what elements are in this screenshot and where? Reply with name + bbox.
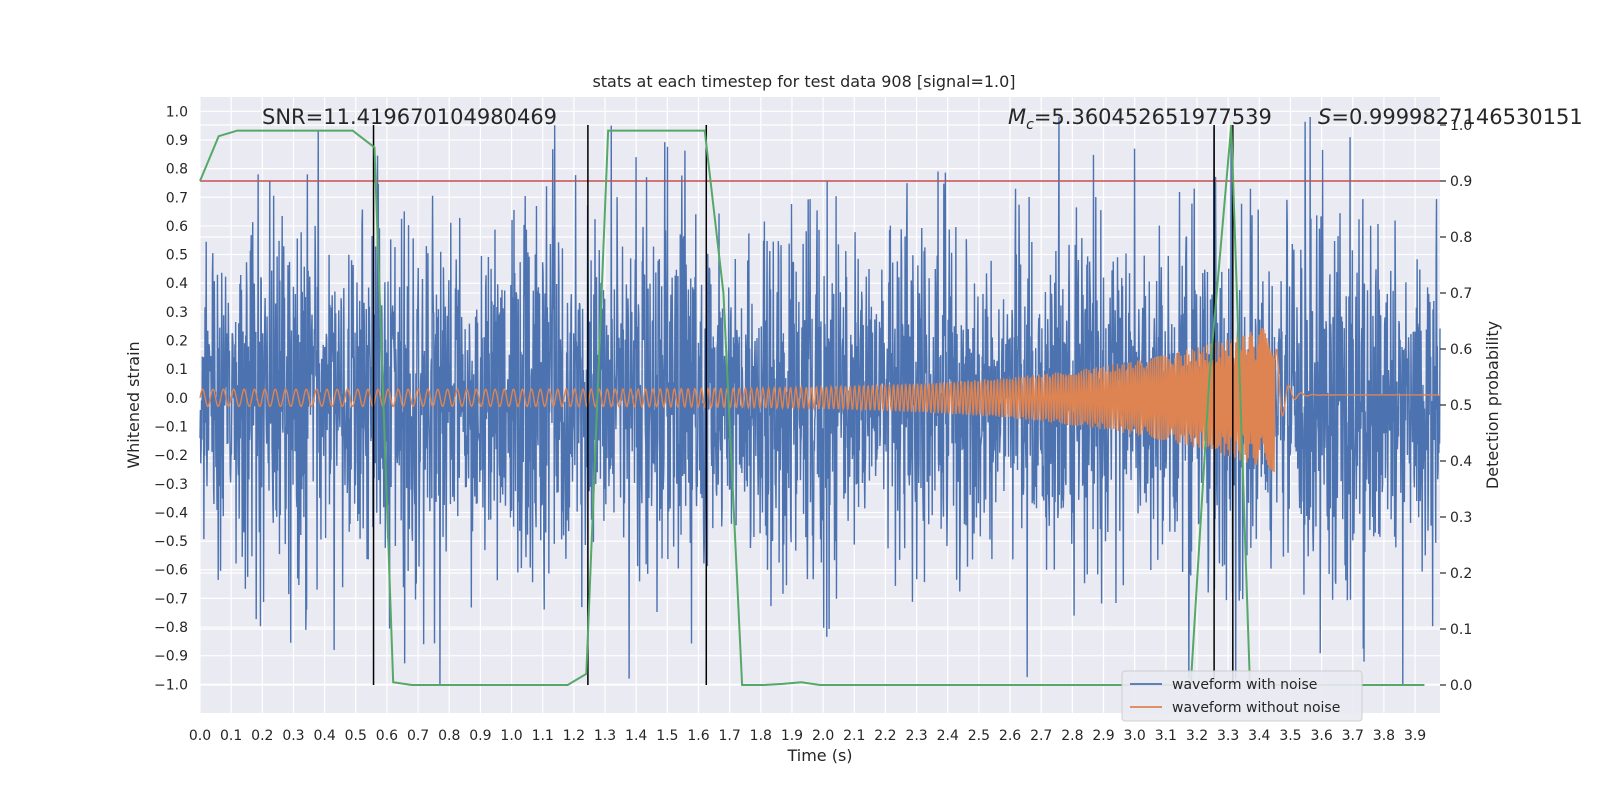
- vertical-markers: [372, 125, 1234, 685]
- x-tick-label: 3.9: [1404, 728, 1426, 744]
- y-tick-label: 0.7: [166, 190, 188, 206]
- chirp-mass-symbol: M: [1008, 105, 1026, 129]
- x-tick-label: 0.7: [407, 728, 429, 744]
- x-tick-label: 1.4: [625, 728, 647, 744]
- y-right-tick-label: 0.3: [1450, 510, 1472, 526]
- y-right-tick-label: 1.0: [1450, 118, 1472, 134]
- probability-line: [199, 124, 1425, 686]
- chirp-mass-subscript: c: [1026, 117, 1034, 133]
- y-right-tick-label: 0.1: [1450, 622, 1472, 638]
- x-tick-label: 1.2: [563, 728, 585, 744]
- legend-label-clean: waveform without noise: [1172, 700, 1340, 716]
- x-tick-label: 2.2: [874, 728, 896, 744]
- x-tick-label: 3.8: [1373, 728, 1395, 744]
- y-tick-label: −0.4: [154, 505, 188, 521]
- x-axis-label: Time (s): [786, 746, 852, 765]
- x-tick-label: 1.8: [750, 728, 772, 744]
- x-tick-label: 2.6: [999, 728, 1021, 744]
- y-right-tick-label: 0.9: [1450, 174, 1472, 190]
- x-tick-label: 2.0: [812, 728, 834, 744]
- y-tick-label: 0.8: [166, 162, 188, 178]
- x-tick-label: 3.6: [1310, 728, 1332, 744]
- y-axis-left-label: Whitened strain: [124, 341, 143, 468]
- legend: waveform with noise waveform without noi…: [1121, 670, 1363, 722]
- score-value: =0.9999827146530151: [1331, 105, 1582, 129]
- y-right-tick-label: 0.0: [1450, 678, 1472, 694]
- legend-label-noise: waveform with noise: [1172, 677, 1317, 693]
- y-tick-label: 0.2: [166, 334, 188, 350]
- x-axis-ticks: 0.0 0.1 0.2 0.3 0.4 0.5 0.6 0.7 0.8 0.9 1.0 1.1 1.2 1…: [189, 728, 1426, 744]
- y-tick-label: 0.4: [166, 276, 188, 292]
- x-tick-label: 3.7: [1342, 728, 1364, 744]
- y-tick-label: 0.6: [166, 219, 188, 235]
- y-right-tick-label: 0.7: [1450, 286, 1472, 302]
- series-detection-probability: [199, 124, 1425, 686]
- score-symbol: S: [1318, 105, 1331, 129]
- snr-annotation: SNR=11.419670104980469: [262, 105, 557, 129]
- y-tick-label: −0.9: [154, 649, 188, 665]
- y-axis-left-ticks: 1.0 0.9 0.8 0.7 0.6 0.5 0.4 0.3 0.2 0.1 0.0 −0.1 −0.…: [154, 104, 188, 693]
- x-tick-label: 1.1: [532, 728, 554, 744]
- x-tick-label: 0.0: [189, 728, 211, 744]
- x-tick-label: 2.1: [843, 728, 865, 744]
- x-tick-label: 2.8: [1061, 728, 1083, 744]
- x-tick-label: 0.5: [345, 728, 367, 744]
- legend-box: [1121, 670, 1363, 722]
- x-tick-label: 3.5: [1279, 728, 1301, 744]
- y-right-tick-label: 0.2: [1450, 566, 1472, 582]
- y-tick-label: −0.2: [154, 448, 188, 464]
- y-tick-label: −0.7: [154, 591, 188, 607]
- y-tick-label: 1.0: [166, 104, 188, 120]
- x-tick-label: 1.9: [781, 728, 803, 744]
- y-right-tick-label: 0.4: [1450, 454, 1472, 470]
- x-tick-label: 2.3: [905, 728, 927, 744]
- x-tick-label: 3.2: [1186, 728, 1208, 744]
- chirp-mass-value: =5.360452651977539: [1034, 105, 1272, 129]
- y-tick-label: 0.0: [166, 391, 188, 407]
- x-tick-label: 2.7: [1030, 728, 1052, 744]
- score-annotation: S=0.9999827146530151: [1318, 105, 1583, 129]
- y-right-tick-label: 0.8: [1450, 230, 1472, 246]
- x-tick-label: 1.3: [594, 728, 616, 744]
- x-tick-label: 3.4: [1248, 728, 1270, 744]
- x-tick-label: 0.2: [251, 728, 273, 744]
- y-axis-right-label: Detection probability: [1483, 321, 1502, 489]
- y-tick-label: −0.8: [154, 620, 188, 636]
- y-axis-right-ticks: 1.0 0.9 0.8 0.7 0.6 0.5 0.4 0.3 0.2 0.1 0.0: [1440, 118, 1472, 694]
- x-tick-label: 0.4: [313, 728, 335, 744]
- x-tick-label: 3.0: [1124, 728, 1146, 744]
- y-tick-label: 0.3: [166, 305, 188, 321]
- y-tick-label: −0.1: [154, 419, 188, 435]
- x-tick-label: 1.6: [687, 728, 709, 744]
- x-tick-label: 0.3: [282, 728, 304, 744]
- x-tick-label: 1.7: [719, 728, 741, 744]
- y-tick-label: 0.9: [166, 133, 188, 149]
- x-tick-label: 0.9: [469, 728, 491, 744]
- y-tick-label: 0.1: [166, 362, 188, 378]
- x-tick-label: 1.5: [656, 728, 678, 744]
- x-tick-label: 0.8: [438, 728, 460, 744]
- x-tick-label: 3.3: [1217, 728, 1239, 744]
- x-tick-label: 2.5: [968, 728, 990, 744]
- chart-title: stats at each timestep for test data 908…: [592, 72, 1015, 91]
- y-right-tick-label: 0.6: [1450, 342, 1472, 358]
- x-tick-label: 0.6: [376, 728, 398, 744]
- chirp-mass-annotation: Mc=5.360452651977539: [1008, 105, 1272, 133]
- x-tick-label: 2.4: [937, 728, 959, 744]
- y-right-tick-label: 0.5: [1450, 398, 1472, 414]
- y-tick-label: 0.5: [166, 248, 188, 264]
- x-tick-label: 1.0: [500, 728, 522, 744]
- y-tick-label: −0.3: [154, 477, 188, 493]
- y-tick-label: −0.6: [154, 563, 188, 579]
- y-tick-label: −1.0: [154, 677, 188, 693]
- x-tick-label: 0.1: [220, 728, 242, 744]
- x-tick-label: 2.9: [1092, 728, 1114, 744]
- x-tick-label: 3.1: [1155, 728, 1177, 744]
- y-tick-label: −0.5: [154, 534, 188, 550]
